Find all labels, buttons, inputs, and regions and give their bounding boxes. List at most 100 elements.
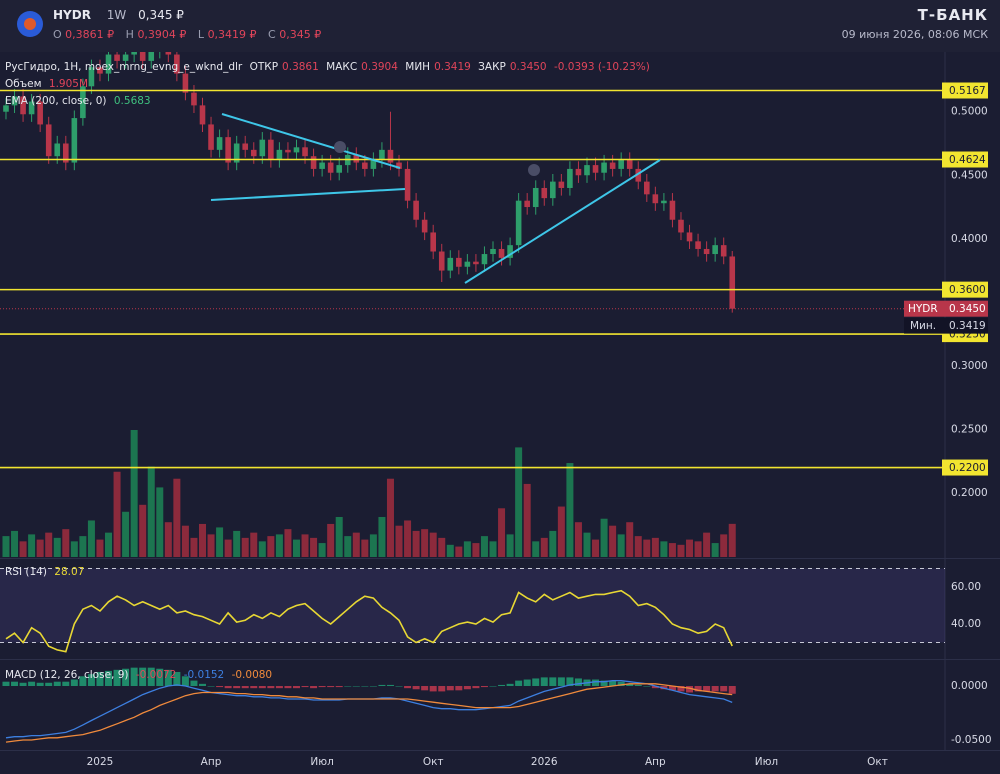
macd-hist-bar [173, 671, 181, 687]
ohlc-row: O 0,3861 ₽ H 0,3904 ₽ L 0,3419 ₽ C 0,345… [53, 28, 321, 41]
candle-body [541, 187, 548, 199]
volume-bar [566, 463, 574, 557]
candle-body [396, 162, 402, 169]
candle-body [233, 143, 240, 163]
candle-body [362, 162, 368, 169]
macd-hist-bar [703, 686, 711, 692]
volume-bar [455, 546, 463, 557]
x-tick-label: Окт [423, 756, 444, 768]
volume-bar [523, 483, 531, 557]
macd-hist-bar [549, 677, 557, 687]
volume-bar [62, 529, 70, 557]
candle-body [609, 162, 616, 169]
header-row: HYDR 1W 0,345 ₽ [53, 8, 184, 22]
volume-bar [216, 527, 224, 557]
macd-hist-bar [532, 678, 540, 687]
y-tick-label: 0.5000 [951, 106, 988, 118]
volume-bar [549, 530, 557, 557]
macd-hist-bar [113, 669, 121, 687]
macd-hist-bar [643, 686, 651, 687]
macd-hist-bar [216, 686, 224, 688]
candle-body [686, 232, 693, 242]
candle-body [678, 219, 684, 233]
candle-body [182, 73, 189, 93]
event-marker[interactable] [334, 141, 346, 153]
macd-hist-bar [344, 686, 352, 687]
macd-hist-bar [566, 677, 574, 687]
volume-bar [472, 543, 480, 557]
macd-hist-bar [651, 686, 659, 689]
legend-row: РусГидро, 1H, moex_mrng_evng_e_wknd_dlr … [5, 61, 654, 73]
macd-hist-bar [480, 686, 488, 688]
event-marker[interactable] [528, 164, 540, 176]
macd-hist-bar [199, 683, 206, 687]
candle-body [558, 181, 565, 188]
volume-bar [600, 518, 608, 557]
macd-hist-bar [395, 686, 403, 687]
candle-body [20, 96, 26, 115]
volume-bar [181, 525, 189, 557]
volume-bar [199, 523, 206, 557]
macd-hist-bar [668, 686, 676, 691]
volume-bar [626, 522, 634, 557]
level-label: 0.2200 [949, 462, 986, 474]
candle-body [507, 245, 513, 258]
volume-bar [301, 534, 309, 557]
candle-body [268, 139, 274, 161]
volume-bar [147, 466, 155, 557]
stat-label: ЗАКР [478, 61, 506, 73]
ema-label: EMA (200, close, 0) [5, 95, 107, 107]
volume-bar [310, 537, 318, 557]
volume-bar [275, 534, 283, 557]
level-label: 0.5167 [949, 85, 986, 97]
candle-body [165, 52, 172, 55]
interval[interactable]: 1W [106, 8, 127, 22]
candle-body [404, 168, 411, 201]
volume-bar [515, 447, 523, 557]
macd-hist-bar [352, 686, 360, 687]
candle-body [28, 101, 35, 115]
volume-bar [173, 478, 181, 557]
macd-hist-bar [292, 686, 300, 689]
macd-hist-bar [472, 686, 480, 689]
legend-row: MACD (12, 26, close, 9) -0.0072 -0.0152 … [5, 669, 276, 681]
macd-hist-bar [489, 686, 497, 687]
volume-bar [651, 537, 659, 557]
candle-body [421, 219, 428, 233]
level-label-bg [942, 151, 988, 168]
macd-hist-bar [70, 679, 78, 687]
volume-bar [130, 430, 138, 557]
candle-body [11, 96, 18, 106]
volume-bar [412, 530, 420, 557]
candle-body [105, 54, 112, 74]
macd-hist-bar [28, 681, 36, 687]
macd-hist-bar [147, 667, 155, 687]
volume-bar [720, 534, 728, 557]
axes: 2025 Апр Июл Окт 2026 Апр Июл Окт 0.5000 0.4500 0.… [87, 82, 992, 768]
macd-hist-bar [592, 679, 600, 687]
macd-title: MACD (12, 26, close, 9) [5, 669, 129, 681]
candle-body [199, 105, 206, 125]
volume-bar [369, 534, 377, 557]
header-bg [0, 0, 1000, 52]
macd-hist-bar [386, 684, 394, 687]
volume-bar [498, 508, 506, 557]
volume-bar [660, 541, 668, 557]
volume-bar [327, 523, 335, 557]
macd-hist-bar [45, 682, 53, 687]
volume-value: 1.905M [48, 78, 89, 90]
volume-bar [2, 536, 10, 557]
candle-body [695, 241, 701, 249]
macd-hist-bar [250, 686, 258, 689]
macd-hist-bar [404, 686, 412, 689]
macd-hist-bar [335, 686, 343, 688]
macd-hist-bar [310, 686, 318, 689]
candle-body [242, 143, 249, 150]
macd-hist-bar [429, 686, 437, 692]
macd-hist-bar [728, 686, 736, 694]
macd-hist-bar [694, 686, 702, 692]
candle-body [285, 149, 291, 153]
legend-row: EMA (200, close, 0) 0.5683 [5, 95, 155, 107]
volume-bar [284, 529, 292, 557]
candle-body [88, 67, 95, 87]
